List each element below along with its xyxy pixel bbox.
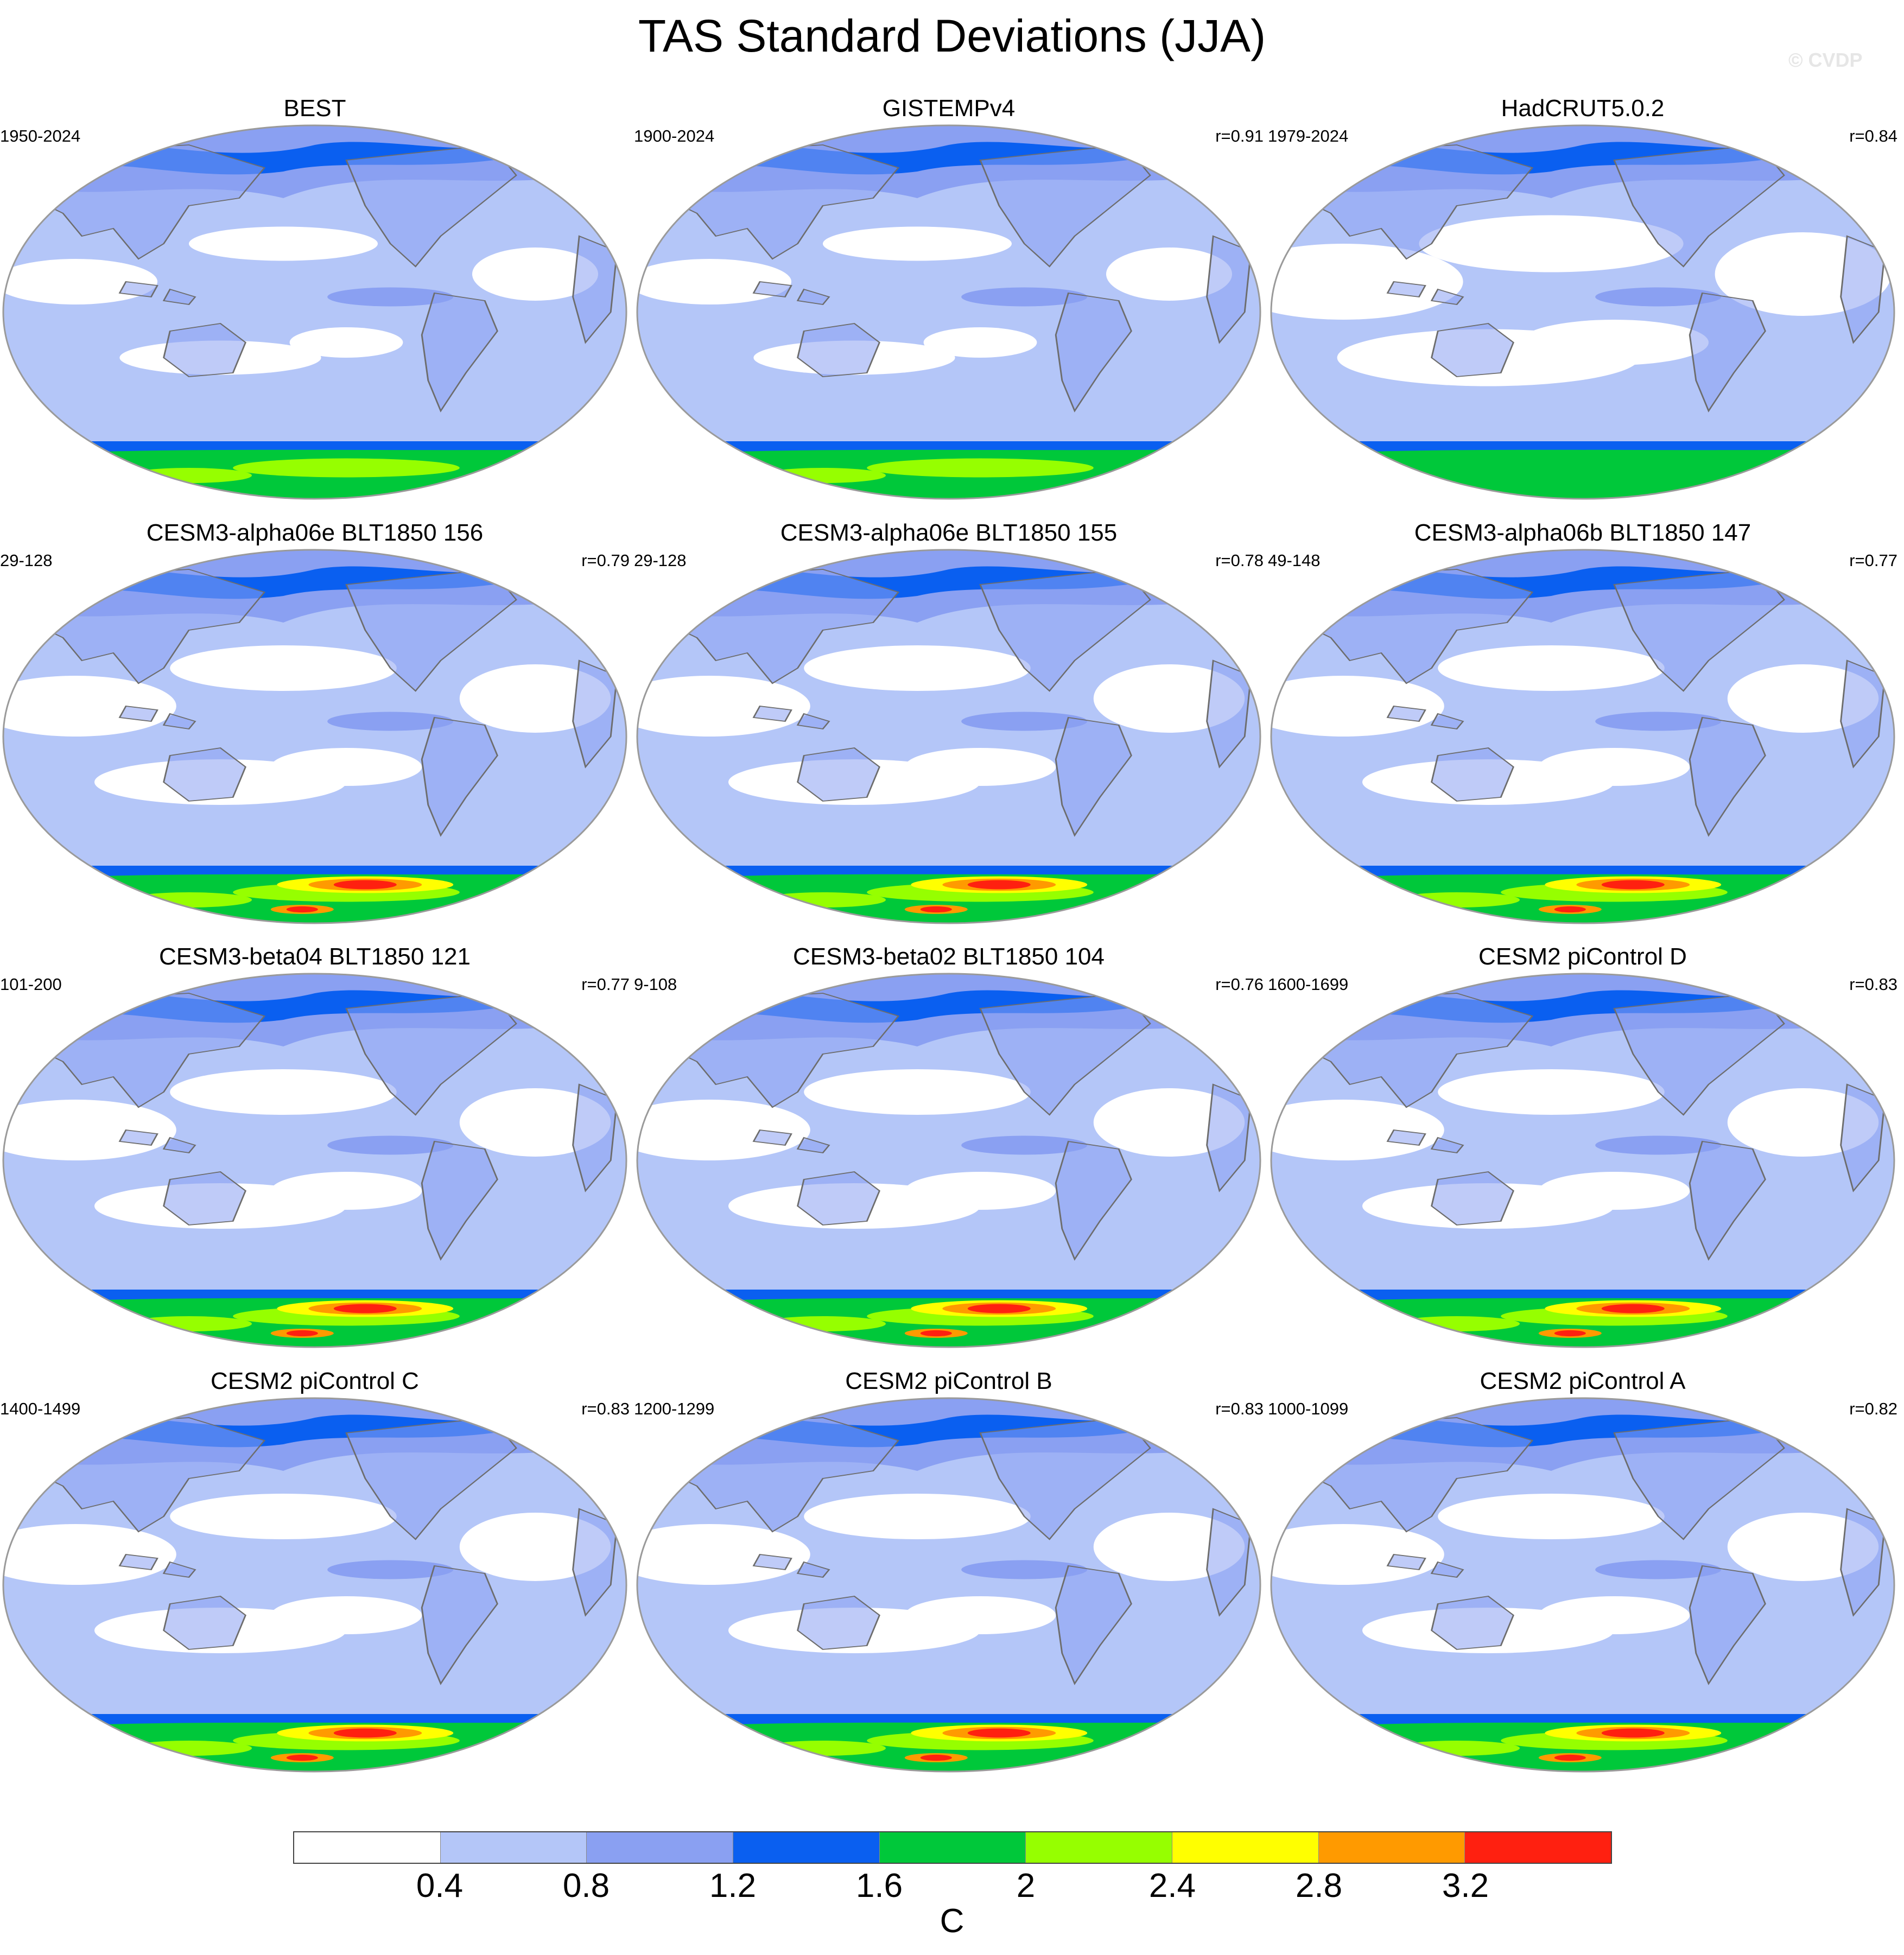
- map-field: [637, 1398, 1260, 1772]
- coastlines: [664, 1417, 1252, 1685]
- panel-correlation: r=0.78: [1215, 551, 1264, 570]
- panel-title: HadCRUT5.0.2: [1501, 95, 1665, 122]
- panel-correlation: r=0.76: [1215, 975, 1264, 994]
- world-map: [2, 549, 627, 924]
- map-panel: GISTEMPv4 1900-2024 r=0.91: [634, 95, 1264, 518]
- map-panel: CESM3-beta02 BLT1850 104 9-108 r=0.76: [634, 943, 1264, 1367]
- map-panel: CESM2 piControl D 1600-1699 r=0.83: [1268, 943, 1897, 1367]
- panel-period: 1900-2024: [634, 126, 715, 145]
- panel-title: BEST: [283, 95, 346, 122]
- panel-period: 1979-2024: [1268, 126, 1349, 145]
- colorbar-swatch: [1172, 1832, 1319, 1863]
- panel-title: GISTEMPv4: [882, 95, 1016, 122]
- map-panel: CESM2 piControl C 1400-1499 r=0.83: [0, 1368, 630, 1791]
- colorbar: [293, 1831, 1612, 1864]
- colorbar-swatch: [1026, 1832, 1173, 1863]
- panel-title: CESM3-alpha06b BLT1850 147: [1414, 519, 1751, 546]
- map-panel: CESM3-alpha06e BLT1850 155 29-128 r=0.78: [634, 519, 1264, 943]
- panel-period: 29-128: [0, 551, 53, 570]
- colorbar-unit: C: [940, 1902, 964, 1940]
- colorbar-tick-label: 2.8: [1295, 1867, 1343, 1905]
- panel-period: 1400-1499: [0, 1399, 81, 1418]
- map-field: [3, 125, 626, 499]
- colorbar-swatch: [1318, 1832, 1465, 1863]
- coastlines: [30, 1417, 618, 1685]
- colorbar-labels: 0.4 0.8 1.2 1.6 2 2.4 2.8 3.2: [293, 1867, 1612, 1905]
- panel-correlation: r=0.79: [581, 551, 630, 570]
- panel-correlation: r=0.83: [1849, 975, 1897, 994]
- map-field: [1271, 1398, 1894, 1772]
- world-map: [2, 1397, 627, 1773]
- world-map: [636, 1397, 1261, 1773]
- world-map: [1270, 973, 1895, 1348]
- panel-period: 1950-2024: [0, 126, 81, 145]
- panel-title: CESM2 piControl C: [211, 1368, 419, 1394]
- panel-title: CESM2 piControl A: [1480, 1368, 1686, 1394]
- map-field: [1271, 974, 1894, 1347]
- colorbar-swatch: [440, 1832, 587, 1863]
- panel-title: CESM3-beta02 BLT1850 104: [793, 943, 1105, 970]
- panel-title: CESM3-alpha06e BLT1850 155: [780, 519, 1118, 546]
- map-panel: HadCRUT5.0.2 1979-2024 r=0.84: [1268, 95, 1897, 518]
- panel-period: 1600-1699: [1268, 975, 1349, 994]
- map-panel: CESM3-alpha06e BLT1850 156 29-128 r=0.79: [0, 519, 630, 943]
- panel-title: CESM3-beta04 BLT1850 121: [159, 943, 471, 970]
- colorbar-tick-label: 0.4: [416, 1867, 464, 1905]
- map-panel: CESM2 piControl A 1000-1099 r=0.82: [1268, 1368, 1897, 1791]
- coastlines: [1298, 993, 1886, 1261]
- panel-correlation: r=0.77: [581, 975, 630, 994]
- panel-period: 49-148: [1268, 551, 1321, 570]
- panel-correlation: r=0.91: [1215, 126, 1264, 145]
- map-panel: CESM2 piControl B 1200-1299 r=0.83: [634, 1368, 1264, 1791]
- map-field: [3, 550, 626, 923]
- panel-period: 1200-1299: [634, 1399, 715, 1418]
- map-field: [637, 974, 1260, 1347]
- colorbar-tick-label: 0.8: [562, 1867, 610, 1905]
- colorbar-swatch: [1465, 1832, 1611, 1863]
- map-field: [3, 974, 626, 1347]
- panel-title: CESM3-alpha06e BLT1850 156: [146, 519, 484, 546]
- panel-correlation: r=0.84: [1849, 126, 1897, 145]
- world-map: [636, 124, 1261, 500]
- panel-title: CESM2 piControl D: [1478, 943, 1687, 970]
- panel-period: 9-108: [634, 975, 677, 994]
- panel-correlation: r=0.83: [1215, 1399, 1264, 1418]
- figure-title: TAS Standard Deviations (JJA): [638, 10, 1266, 61]
- panel-title: CESM2 piControl B: [845, 1368, 1052, 1394]
- map-field: [1271, 125, 1894, 499]
- map-field: [637, 125, 1260, 499]
- world-map: [1270, 124, 1895, 500]
- colorbar-tick-label: 1.2: [709, 1867, 757, 1905]
- colorbar-swatch: [294, 1832, 441, 1863]
- map-panel: CESM3-alpha06b BLT1850 147 49-148 r=0.77: [1268, 519, 1897, 943]
- panel-period: 1000-1099: [1268, 1399, 1349, 1418]
- colorbar-swatch: [733, 1832, 880, 1863]
- world-map: [2, 124, 627, 500]
- panel-correlation: r=0.83: [581, 1399, 630, 1418]
- map-field: [1271, 550, 1894, 923]
- panel-period: 29-128: [634, 551, 687, 570]
- colorbar-tick-label: 1.6: [855, 1867, 903, 1905]
- map-field: [3, 1398, 626, 1772]
- map-field: [637, 550, 1260, 923]
- colorbar-tick-label: 2.4: [1148, 1867, 1196, 1905]
- map-panel: CESM3-beta04 BLT1850 121 101-200 r=0.77: [0, 943, 630, 1367]
- colorbar-swatch: [587, 1832, 734, 1863]
- panel-correlation: r=0.77: [1849, 551, 1897, 570]
- colorbar-swatch: [879, 1832, 1026, 1863]
- map-panel: BEST 1950-2024: [0, 95, 630, 518]
- cvdp-watermark: © CVDP: [1788, 49, 1863, 71]
- colorbar-tick-label: 3.2: [1442, 1867, 1489, 1905]
- world-map: [2, 973, 627, 1348]
- panel-period: 101-200: [0, 975, 62, 994]
- world-map: [1270, 549, 1895, 924]
- world-map: [1270, 1397, 1895, 1773]
- world-map: [636, 549, 1261, 924]
- colorbar-tick-label: 2: [1016, 1867, 1036, 1905]
- world-map: [636, 973, 1261, 1348]
- panel-correlation: r=0.82: [1849, 1399, 1897, 1418]
